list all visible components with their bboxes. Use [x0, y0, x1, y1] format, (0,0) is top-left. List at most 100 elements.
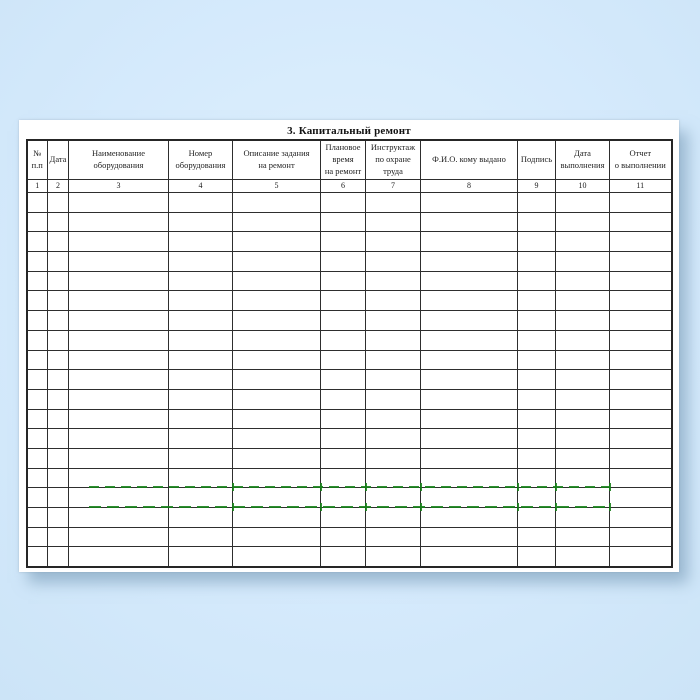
empty-cell: [68, 310, 169, 331]
empty-cell: [365, 487, 421, 508]
empty-cell: [26, 467, 48, 489]
page-title: 3. Капитальный ремонт: [287, 125, 411, 137]
empty-cell: [26, 369, 48, 390]
empty-cell: [609, 388, 672, 410]
empty-cell: [68, 507, 169, 528]
document-page: 3. Капитальный ремонт № п.п Дата Наименова…: [19, 120, 679, 572]
empty-cell: [555, 329, 610, 351]
empty-cell: [609, 290, 672, 312]
empty-cell: [26, 428, 48, 449]
column-number: 9: [517, 179, 556, 193]
table-row: [26, 447, 672, 469]
empty-cell: [168, 192, 233, 213]
empty-cell: [320, 428, 366, 449]
table-row: [26, 251, 672, 272]
empty-cell: [320, 369, 366, 390]
empty-cell: [517, 526, 556, 548]
empty-cell: [168, 349, 233, 371]
empty-cell: [26, 310, 48, 331]
empty-cell: [232, 408, 321, 430]
table-row: [26, 546, 672, 568]
empty-cell: [26, 388, 48, 410]
empty-cell: [232, 546, 321, 568]
empty-cell: [555, 526, 610, 548]
empty-cell: [68, 447, 169, 469]
column-number: 5: [232, 179, 321, 193]
empty-cell: [365, 388, 421, 410]
empty-cell: [47, 211, 69, 233]
empty-cell: [26, 231, 48, 253]
empty-cell: [365, 349, 421, 371]
table-row: [26, 349, 672, 371]
empty-cell: [232, 231, 321, 253]
empty-cell: [555, 211, 610, 233]
empty-cell: [26, 526, 48, 548]
empty-cell: [26, 192, 48, 213]
empty-cell: [320, 546, 366, 568]
empty-cell: [420, 349, 518, 371]
empty-cell: [365, 231, 421, 253]
empty-cell: [609, 329, 672, 351]
empty-cell: [517, 211, 556, 233]
empty-cell: [420, 329, 518, 351]
table-row: [26, 507, 672, 528]
empty-cell: [232, 526, 321, 548]
empty-cell: [517, 310, 556, 331]
empty-cell: [232, 290, 321, 312]
empty-cell: [68, 290, 169, 312]
column-number: 2: [47, 179, 69, 193]
empty-cell: [365, 251, 421, 272]
empty-cell: [47, 487, 69, 508]
empty-cell: [168, 507, 233, 528]
empty-cell: [365, 408, 421, 430]
empty-cell: [168, 329, 233, 351]
empty-cell: [47, 270, 69, 292]
empty-cell: [168, 546, 233, 568]
empty-cell: [68, 192, 169, 213]
empty-cell: [68, 487, 169, 508]
column-header: Описание задания на ремонт: [232, 139, 321, 180]
empty-cell: [517, 329, 556, 351]
empty-cell: [320, 467, 366, 489]
empty-cell: [517, 290, 556, 312]
table-row: [26, 428, 672, 449]
empty-cell: [320, 310, 366, 331]
table-row: [26, 192, 672, 213]
empty-cell: [232, 428, 321, 449]
empty-cell: [517, 349, 556, 371]
empty-cell: [232, 270, 321, 292]
empty-cell: [320, 231, 366, 253]
empty-cell: [420, 546, 518, 568]
empty-cell: [320, 349, 366, 371]
empty-cell: [555, 487, 610, 508]
empty-cell: [517, 447, 556, 469]
table-row: [26, 310, 672, 331]
empty-cell: [420, 231, 518, 253]
empty-cell: [517, 467, 556, 489]
column-header: Дата выполнения: [555, 139, 610, 180]
empty-cell: [517, 428, 556, 449]
empty-cell: [420, 467, 518, 489]
column-header: Номер оборудования: [168, 139, 233, 180]
empty-cell: [420, 251, 518, 272]
empty-cell: [320, 290, 366, 312]
empty-cell: [47, 526, 69, 548]
empty-cell: [365, 546, 421, 568]
empty-cell: [517, 546, 556, 568]
empty-cell: [555, 507, 610, 528]
empty-cell: [68, 467, 169, 489]
empty-cell: [365, 192, 421, 213]
empty-cell: [47, 329, 69, 351]
column-header: Инструктаж по охране труда: [365, 139, 421, 180]
empty-cell: [609, 231, 672, 253]
empty-cell: [420, 369, 518, 390]
empty-cell: [26, 349, 48, 371]
empty-cell: [555, 231, 610, 253]
column-number: 4: [168, 179, 233, 193]
empty-cell: [420, 408, 518, 430]
empty-cell: [555, 310, 610, 331]
empty-cell: [68, 408, 169, 430]
empty-cell: [517, 388, 556, 410]
empty-cell: [555, 192, 610, 213]
empty-cell: [609, 270, 672, 292]
